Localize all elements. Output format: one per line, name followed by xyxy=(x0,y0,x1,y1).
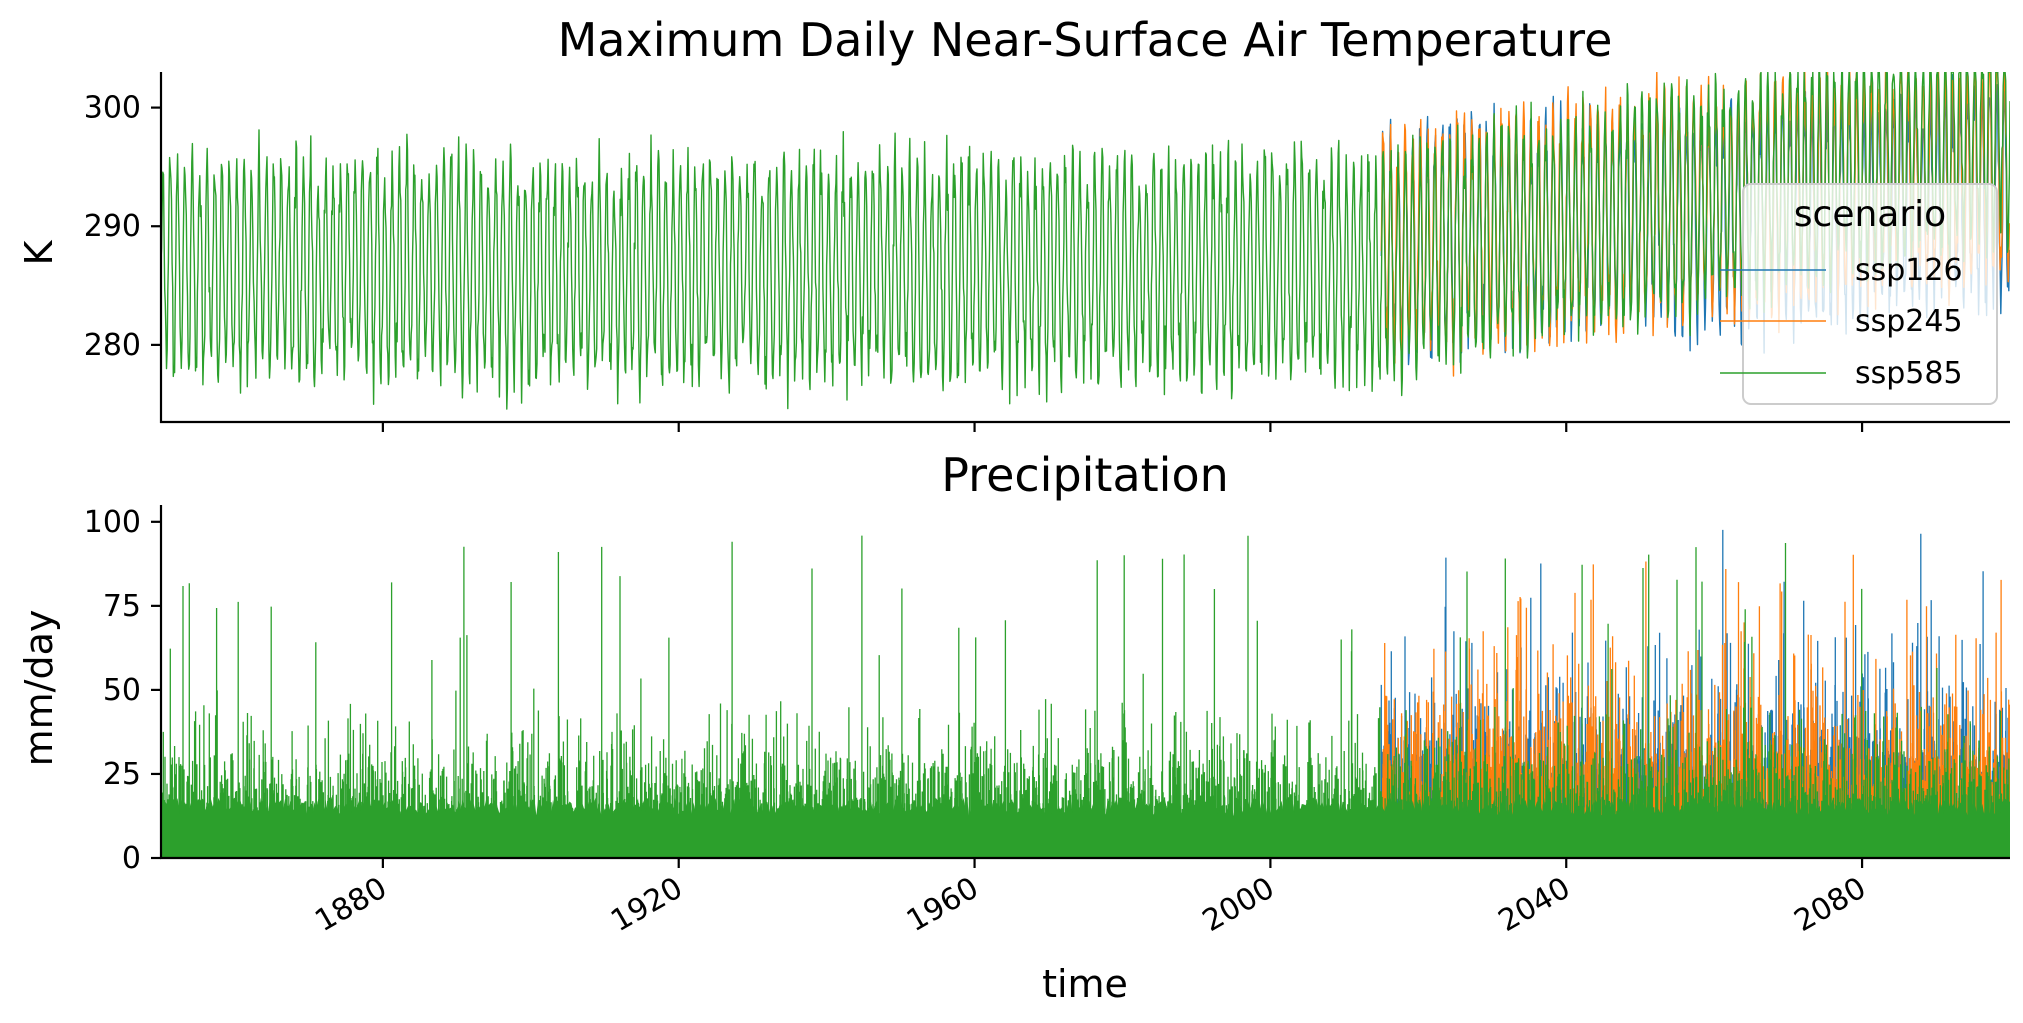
temperature-ytick-label: 290 xyxy=(84,209,141,244)
precipitation-ytick-label: 50 xyxy=(103,673,141,708)
precipitation-density-band-ssp585 xyxy=(161,797,2010,858)
precipitation-ylabel: mm/day xyxy=(17,610,61,767)
temperature-ytick-label: 280 xyxy=(84,328,141,363)
precipitation-ytick-label: 75 xyxy=(103,589,141,624)
legend-title: scenario xyxy=(1794,194,1946,235)
legend-label-ssp585: ssp585 xyxy=(1855,356,1963,391)
temperature-title: Maximum Daily Near-Surface Air Temperatu… xyxy=(558,13,1613,67)
legend-label-ssp126: ssp126 xyxy=(1855,253,1963,288)
precipitation-ytick-label: 0 xyxy=(122,841,141,876)
temperature-x-axis xyxy=(381,422,1864,432)
precipitation-ytick-label: 100 xyxy=(84,505,141,540)
legend: scenario ssp126 ssp245 ssp585 xyxy=(1720,183,1998,405)
legend-item-ssp585: ssp585 xyxy=(1720,356,1963,391)
temperature-ytick-label: 300 xyxy=(84,91,141,126)
precipitation-plot-area xyxy=(161,529,2010,858)
legend-label-ssp245: ssp245 xyxy=(1855,304,1963,339)
precipitation-xlabel: time xyxy=(1042,962,1128,1006)
legend-frame xyxy=(1742,183,1998,405)
temperature-y-axis: 280 290 300 xyxy=(84,91,161,363)
legend-item-ssp126: ssp126 xyxy=(1720,253,1963,288)
temperature-panel: Maximum Daily Near-Surface Air Temperatu… xyxy=(17,13,2010,432)
legend-item-ssp245: ssp245 xyxy=(1720,304,1963,339)
temperature-series-ssp585 xyxy=(161,72,2010,410)
precipitation-title: Precipitation xyxy=(941,448,1229,502)
temperature-ylabel: K xyxy=(17,239,61,265)
precipitation-y-axis: 0 25 50 75 100 xyxy=(84,505,161,876)
precipitation-ytick-label: 25 xyxy=(103,757,141,792)
